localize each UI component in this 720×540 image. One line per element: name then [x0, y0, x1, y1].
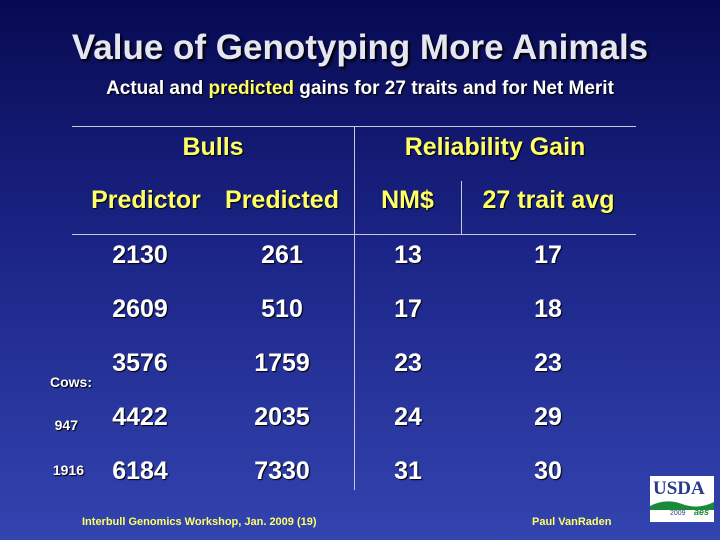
cell-predicted: 7330: [254, 457, 310, 485]
cows-value-2: 1916: [52, 462, 84, 478]
subtitle-predicted: predicted: [208, 78, 295, 99]
cell-trait-avg: 17: [534, 241, 562, 269]
cell-predicted: 1759: [254, 349, 310, 377]
cell-predictor: 6184: [112, 457, 168, 485]
usda-logo-year: 2009: [670, 510, 686, 517]
col-header-nm: NM$: [381, 186, 434, 214]
col-header-predicted: Predicted: [225, 186, 339, 214]
cell-predicted: 2035: [254, 403, 310, 431]
slide-subtitle: Actual and predicted gains for 27 traits…: [0, 78, 720, 100]
cell-trait-avg: 23: [534, 349, 562, 377]
cell-predictor: 3576: [112, 349, 168, 377]
cell-predictor: 4422: [112, 403, 168, 431]
cell-nm: 31: [394, 457, 422, 485]
table-divider-main: [354, 126, 355, 490]
header-bulls: Bulls: [182, 133, 244, 161]
cell-predicted: 261: [261, 241, 303, 269]
cell-nm: 24: [394, 403, 422, 431]
cell-trait-avg: 30: [534, 457, 562, 485]
cell-nm: 13: [394, 241, 422, 269]
cell-nm: 17: [394, 295, 422, 323]
subtitle-and: and: [164, 78, 209, 99]
header-reliability-gain: Reliability Gain: [404, 133, 586, 161]
cell-nm: 23: [394, 349, 422, 377]
col-header-trait-avg: 27 trait avg: [482, 186, 615, 214]
usda-wave-icon: [650, 501, 714, 510]
cows-value-1: 947: [54, 417, 78, 433]
aes-logo-text: aes: [694, 507, 710, 517]
usda-logo: USDA 2009 aes: [650, 476, 714, 522]
col-header-predictor: Predictor: [91, 186, 201, 214]
cows-label: Cows:: [50, 374, 92, 390]
cell-trait-avg: 29: [534, 403, 562, 431]
footer-author: Paul VanRaden: [532, 516, 612, 528]
cell-predictor: 2130: [112, 241, 168, 269]
subtitle-rest: gains for 27 traits and for Net Merit: [294, 78, 614, 99]
table-divider-reliability: [461, 181, 462, 234]
cell-predicted: 510: [261, 295, 303, 323]
slide-title: Value of Genotyping More Animals: [71, 28, 649, 67]
subtitle-actual: Actual: [106, 78, 165, 99]
footer-workshop: Interbull Genomics Workshop, Jan. 2009 (…: [82, 516, 317, 528]
usda-logo-text: USDA: [653, 478, 705, 499]
cell-trait-avg: 18: [534, 295, 562, 323]
cell-predictor: 2609: [112, 295, 168, 323]
